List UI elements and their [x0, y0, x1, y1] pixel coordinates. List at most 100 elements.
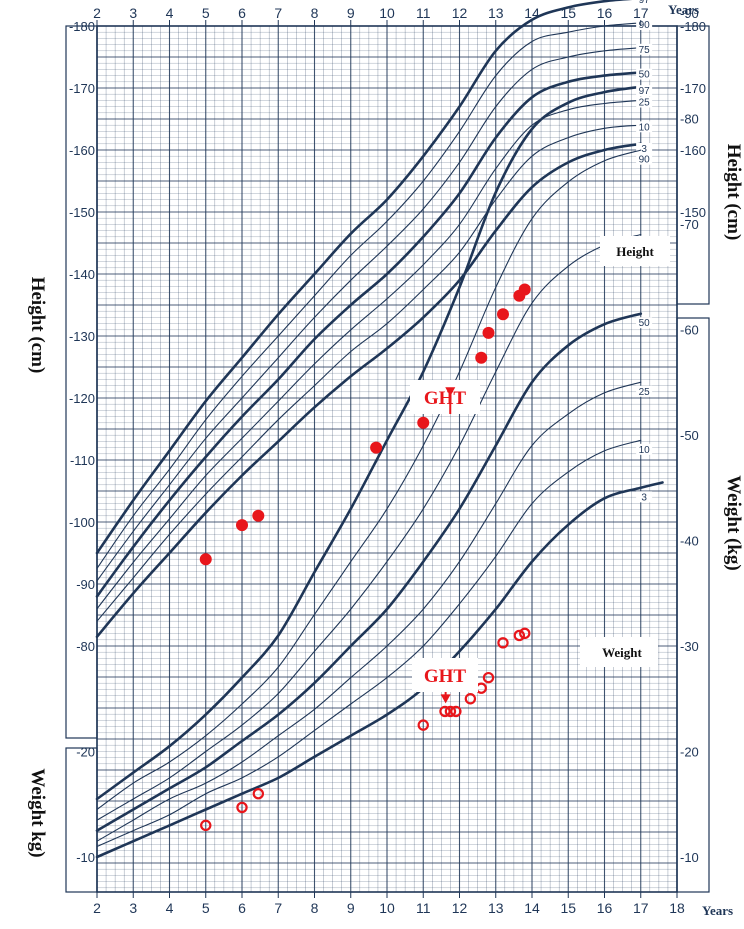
weight-percentile-label-bg	[636, 85, 653, 97]
height-tick-label-left: -100	[69, 515, 95, 530]
weight-axis-title-left: Weight kg)	[27, 768, 48, 857]
top-tick-label: 3	[129, 5, 137, 21]
weight-percentile-label-bg	[636, 153, 653, 165]
weight-data-point	[439, 705, 451, 718]
weight-data-point	[497, 637, 509, 649]
height-percentile-50	[95, 71, 643, 598]
height-percentile-10	[96, 124, 642, 622]
weight-tick-label-right: -40	[680, 534, 699, 549]
height-percentile-90	[96, 22, 642, 570]
height-percentile-25	[96, 99, 642, 610]
top-tick-label: 8	[311, 5, 319, 21]
weight-percentile-label-97: 97	[639, 86, 651, 97]
height-percentile-label-25: 25	[639, 98, 651, 109]
weight-tick-label-left: -20	[76, 745, 95, 760]
bottom-tick-label: 18	[669, 900, 685, 916]
weight-tick-label-right: -30	[680, 639, 699, 654]
height-data-point	[417, 416, 430, 429]
percentile-curves: 97907550251039790755025103	[95, 0, 664, 859]
bottom-years-label: Years	[702, 903, 733, 918]
height-percentile-label-bg	[636, 143, 653, 154]
weight-percentile-label-25: 25	[639, 387, 651, 398]
axes-labels: 2 3 4 5 6 7 8 9 10 11 12 13 14 15 16 17 2 3 4 5 6 7 8 9 10 11 12 13…	[69, 5, 706, 916]
bottom-tick-label: 8	[311, 900, 319, 916]
weight-tick-label-right: -90	[680, 6, 699, 21]
weight-percentile-label-bg	[636, 385, 653, 397]
top-tick-label: 13	[488, 5, 504, 21]
ght-height-label: GHT	[424, 388, 467, 409]
weight-data-point	[417, 719, 429, 731]
weight-data-point	[236, 801, 248, 814]
bottom-tick-label: 15	[560, 900, 576, 916]
height-percentile-label-97: 97	[639, 0, 651, 6]
weight-tick-label-right: -10	[680, 850, 699, 865]
top-tick-label: 14	[524, 5, 540, 21]
weight-percentile-50	[95, 312, 643, 832]
bottom-tick-label: 3	[129, 900, 137, 916]
ght-arrows	[440, 387, 456, 704]
bottom-tick-label: 14	[524, 900, 540, 916]
height-tick-label-left: -120	[69, 391, 95, 406]
weight-data-point	[464, 693, 477, 705]
bottom-tick-label: 11	[416, 900, 431, 916]
top-tick-label: 11	[416, 5, 431, 21]
height-percentile-label-bg	[636, 68, 653, 80]
top-tick-label: 17	[633, 5, 649, 21]
top-tick-label: 2	[93, 5, 101, 21]
bottom-tick-label: 5	[202, 900, 210, 916]
weight-tick-label-right: -50	[680, 428, 699, 443]
height-data-point	[482, 326, 495, 339]
height-data-point	[497, 308, 509, 321]
height-percentile-97	[95, 0, 633, 555]
weight-percentile-97	[95, 85, 643, 801]
height-tick-label-left: -170	[69, 81, 95, 96]
top-tick-label: 15	[560, 5, 576, 21]
weight-data-point	[450, 705, 462, 718]
height-tick-label-left: -80	[76, 639, 95, 654]
height-percentile-label-bg	[636, 0, 653, 6]
weight-data-point	[444, 705, 457, 718]
right-weight-scale	[676, 317, 710, 893]
height-tick-label-left: -110	[70, 453, 95, 468]
height-percentile-label-75: 75	[639, 45, 651, 56]
ght-weight-label-bg	[412, 658, 478, 692]
weight-tick-label-right: -20	[680, 745, 699, 760]
height-percentile-3	[95, 142, 643, 638]
bottom-tick-label: 13	[488, 900, 504, 916]
height-data-point	[199, 553, 212, 566]
weight-tick-label-right: -80	[680, 112, 699, 127]
height-percentile-75	[96, 47, 642, 582]
height-data-point	[370, 441, 383, 454]
height-tick-label-left: -150	[69, 205, 95, 220]
height-data-point	[475, 351, 488, 364]
weight-percentile-label-bg	[636, 443, 653, 455]
height-tick-label-right: -180	[680, 19, 706, 34]
weight-data-point	[252, 788, 265, 800]
height-panel-label-bg	[600, 236, 670, 266]
weight-percentile-25	[96, 381, 642, 842]
weight-percentile-label-10: 10	[639, 445, 651, 456]
height-percentile-label-90: 90	[639, 20, 651, 31]
height-percentile-label-10: 10	[639, 122, 651, 133]
bottom-tick-label: 9	[347, 900, 355, 916]
weight-tick-label-left: -10	[76, 850, 95, 865]
height-tick-label-left: -90	[76, 577, 95, 592]
top-years-label: Years	[668, 2, 699, 17]
height-data-point	[518, 283, 531, 296]
height-percentile-label-bg	[636, 96, 653, 108]
bottom-tick-label: 4	[166, 900, 174, 916]
height-tick-label-right: -160	[680, 143, 706, 158]
top-tick-label: 9	[347, 5, 355, 21]
weight-percentile-90	[96, 149, 642, 811]
top-tick-label: 12	[452, 5, 468, 21]
height-data-point	[252, 509, 265, 522]
weight-percentile-label-90: 90	[639, 155, 651, 166]
height-tick-label-left: -160	[69, 143, 95, 158]
weight-data-point	[519, 627, 531, 640]
height-panel-label: Height	[616, 244, 654, 259]
height-tick-label-left: -140	[69, 267, 95, 282]
weight-percentile-label-bg	[636, 317, 653, 329]
height-percentile-label-bg	[636, 121, 653, 133]
bottom-tick-label: 6	[238, 900, 246, 916]
